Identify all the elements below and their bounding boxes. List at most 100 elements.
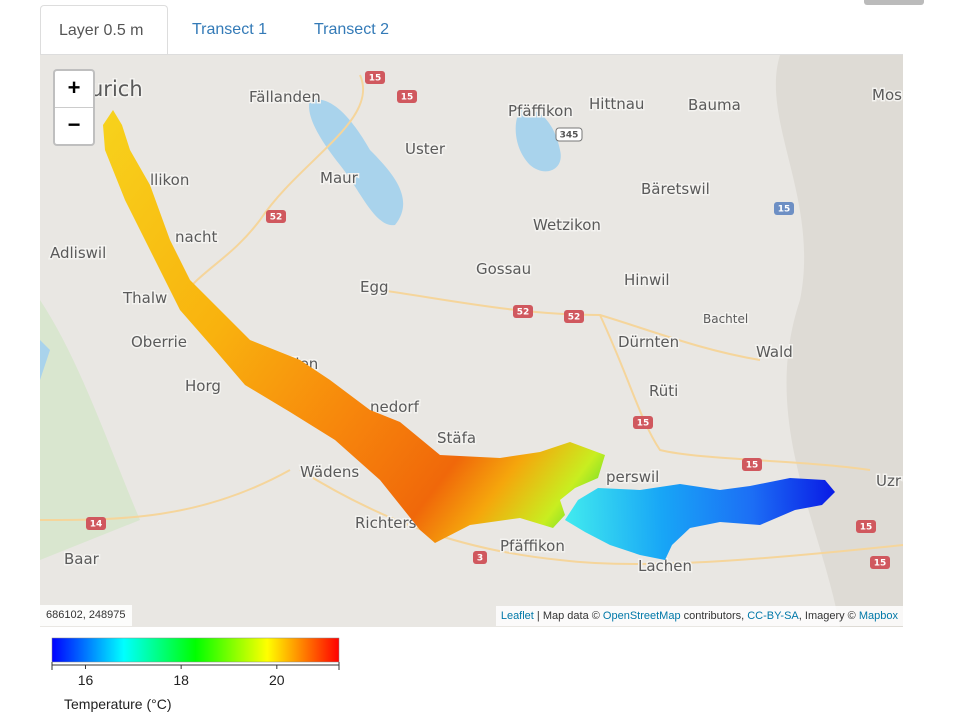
link[interactable]: CC-BY-SA (747, 610, 799, 622)
place-label: Bäretswil (641, 180, 710, 198)
place-labels: urich Fällanden Pfäffikon Hittnau Bauma … (49, 76, 904, 577)
shield-label: 15 (637, 419, 650, 429)
zoom-in[interactable]: + (67, 75, 81, 100)
place-label: Uzr (876, 472, 902, 490)
place-label: Dürnten (618, 333, 679, 351)
road-shield: 52 (564, 310, 584, 323)
text: contributors, (680, 610, 748, 622)
road-shield: 52 (513, 305, 533, 318)
shield-box (365, 71, 385, 84)
map[interactable]: urich Fällanden Pfäffikon Hittnau Bauma … (40, 55, 903, 627)
road-shield: 15 (397, 90, 417, 103)
road-shield: 345 (555, 127, 583, 142)
water-greifensee (309, 99, 404, 226)
zoom-control: + − (53, 69, 95, 146)
colorbar-tick-label: 20 (269, 672, 285, 688)
place-label: Adliswil (50, 244, 106, 262)
shield-box (564, 310, 584, 323)
place-label: Thalw (122, 289, 167, 307)
place-label: Baar (64, 550, 100, 568)
place-label: Egg (360, 278, 389, 296)
place-label: Pfäffikon (500, 537, 565, 555)
place-label: Wädens (300, 463, 359, 481)
map-background (40, 55, 903, 627)
tab-border (40, 54, 903, 55)
colorbar-title: Temperature (°C) (64, 696, 172, 712)
place-label: Wetzikon (533, 216, 601, 234)
road-shield: 15 (774, 202, 794, 215)
zoom-out[interactable]: − (55, 107, 93, 144)
place-label: Fällanden (249, 88, 321, 106)
roads (40, 74, 903, 566)
place-label: Horg (185, 377, 221, 395)
shield-box (870, 556, 890, 569)
shield-label: 52 (517, 308, 530, 318)
link[interactable]: Leaflet (500, 610, 534, 622)
place-label: perswil (606, 468, 659, 486)
text: | Map data © (533, 610, 603, 622)
text: , Imagery © (798, 610, 859, 622)
place-label: Mos (872, 86, 902, 104)
coordinates: 686102, 248975 (40, 605, 132, 626)
shield-label: 15 (401, 93, 414, 103)
colorbar: Temperature (°C) 16 18 20 (51, 637, 340, 712)
colorbar-tick-label: 16 (78, 672, 94, 688)
colorbar-tick-label: 18 (173, 672, 189, 688)
menu-button[interactable] (864, 0, 924, 5)
shield-box (555, 127, 583, 142)
road-shield: 15 (365, 71, 385, 84)
shield-label: 15 (369, 74, 382, 84)
place-label: Bachtel (703, 312, 748, 326)
place-label: Gossau (476, 260, 531, 278)
shield-label: 14 (90, 520, 103, 530)
road-shield: 15 (633, 416, 653, 429)
tab[interactable]: Layer 0.5 m (40, 5, 168, 55)
shield-box (513, 305, 533, 318)
water-pfaeffikersee (515, 109, 561, 172)
place-label: Richters (355, 514, 417, 532)
tab[interactable]: Transect 1 (192, 21, 267, 38)
place-label: Pfäffikon (508, 102, 573, 120)
shield-label: 15 (746, 461, 759, 471)
link[interactable]: OpenStreetMap (602, 610, 681, 622)
place-label: Hittnau (589, 95, 644, 113)
obersee-temperature (565, 478, 835, 560)
shield-box (266, 210, 286, 223)
place-label: Rüti (649, 382, 678, 400)
forest (40, 300, 140, 560)
shield-box (473, 551, 487, 564)
shield-box (633, 416, 653, 429)
shield-box (397, 90, 417, 103)
road-shield: 14 (86, 517, 106, 530)
road-shield: 3 (473, 551, 487, 564)
link[interactable]: Mapbox (858, 610, 898, 622)
place-label: Wald (756, 343, 793, 361)
water (40, 340, 50, 380)
shield-label: 345 (560, 131, 579, 141)
place-label: Stäfa (437, 429, 476, 447)
shield-box (742, 458, 762, 471)
road-shields: 15 15 345 52 15 52 52 15 15 14 3 15 15 (86, 71, 890, 569)
place-label: urich (90, 77, 143, 101)
attribution: Leaflet | Map data © OpenStreetMap contr… (495, 606, 903, 626)
place-label: Hinwil (624, 271, 670, 289)
road-shield: 15 (870, 556, 890, 569)
shield-label: 15 (860, 523, 873, 533)
road-shield: 15 (742, 458, 762, 471)
place-label: Bauma (688, 96, 741, 114)
shield-label: 52 (568, 313, 581, 323)
lake-zurich-temperature (103, 110, 605, 543)
place-label: nacht (175, 228, 217, 246)
road-shield: 52 (266, 210, 286, 223)
shield-box (856, 520, 876, 533)
colorbar-gradient (51, 637, 340, 663)
shield-label: 15 (778, 205, 791, 215)
shield-box (86, 517, 106, 530)
road-shield: 15 (856, 520, 876, 533)
shield-label: 52 (270, 213, 283, 223)
tab[interactable]: Transect 2 (314, 21, 389, 38)
place-label: Maur (320, 169, 359, 187)
place-label: nedorf (370, 398, 420, 416)
place-label: Lachen (638, 557, 692, 575)
shield-label: 3 (477, 554, 483, 564)
